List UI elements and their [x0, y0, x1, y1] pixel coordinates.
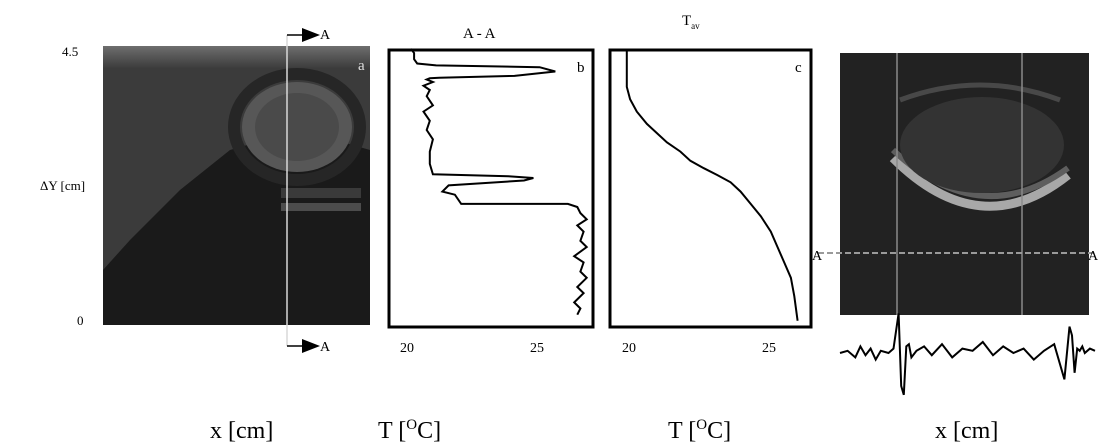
panel-c-title: Tav — [682, 13, 700, 31]
panel-c: Tav c 20 25 T [OC] — [608, 13, 813, 443]
panel-d-bowl-interior — [900, 97, 1064, 193]
panel-b-label: b — [577, 60, 585, 76]
panel-d-x-axis-label: x [cm] — [935, 418, 998, 443]
panel-c-label: c — [795, 60, 802, 76]
panel-a-ring — [228, 68, 366, 186]
panel-b-title: A - A — [463, 26, 496, 42]
panel-b-frame — [387, 48, 595, 329]
panel-c-x-axis-label: T [OC] — [668, 417, 731, 443]
panel-b-x-tick-25: 25 — [530, 341, 544, 356]
y-tick-bottom: 0 — [77, 313, 84, 328]
panel-d-marker-right: A — [1088, 249, 1099, 264]
panel-d-bowl-rim — [899, 82, 1061, 103]
panel-a-stem2 — [281, 203, 361, 211]
panel-b-curve — [410, 48, 589, 316]
panel-d-marker-left: A — [812, 249, 823, 264]
panel-a-top-band — [103, 46, 370, 68]
panel-a-label: a — [358, 58, 365, 74]
panel-a: A A a 4.5 0 ΔY [cm] x [cm] — [40, 28, 370, 443]
panel-c-curve — [625, 50, 799, 321]
panel-c-x-tick-25: 25 — [762, 341, 776, 356]
section-arrow-top-icon — [302, 28, 320, 42]
panel-d: A A x [cm] — [812, 53, 1099, 443]
panel-a-ring-core — [255, 93, 339, 161]
panel-a-x-axis-label: x [cm] — [210, 418, 273, 443]
panel-d-bowl-bright — [889, 154, 1071, 211]
panel-a-stem — [281, 188, 361, 198]
panel-b-x-axis-label: T [OC] — [378, 417, 441, 443]
section-marker-bottom: A — [320, 340, 331, 355]
panel-c-frame — [608, 48, 813, 329]
panel-b-x-tick-20: 20 — [400, 341, 414, 356]
panel-b: A - A b 20 25 T [OC] — [378, 26, 595, 443]
panel-d-profile — [839, 313, 1096, 396]
section-arrow-bottom-icon — [302, 339, 320, 353]
y-axis-label: ΔY [cm] — [40, 178, 85, 193]
panel-c-x-tick-20: 20 — [622, 341, 636, 356]
y-tick-top: 4.5 — [62, 44, 78, 59]
section-marker-top: A — [320, 28, 331, 43]
